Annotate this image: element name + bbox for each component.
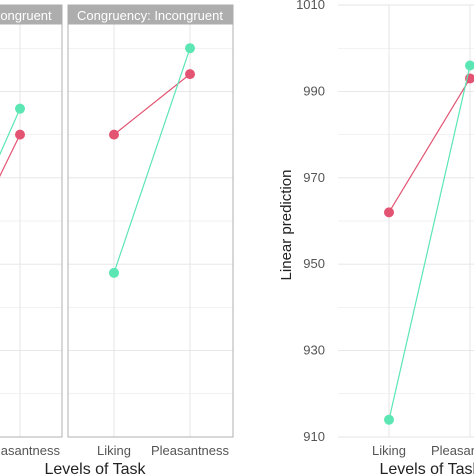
x-tick-label: Liking bbox=[97, 443, 131, 458]
facet-strip bbox=[67, 4, 234, 25]
series-line bbox=[0, 134, 21, 178]
data-point bbox=[185, 43, 195, 54]
data-point bbox=[15, 103, 25, 114]
y-axis-title: Linear prediction bbox=[278, 170, 295, 281]
series-line bbox=[0, 108, 21, 156]
y-tick-label: 910 bbox=[303, 429, 325, 444]
x-tick-label: Liking bbox=[372, 443, 406, 458]
series-line bbox=[113, 48, 191, 274]
data-point bbox=[185, 69, 195, 80]
data-point bbox=[109, 267, 119, 278]
data-point bbox=[465, 60, 474, 71]
series-line bbox=[388, 78, 471, 213]
x-axis-title: Levels of Task bbox=[44, 461, 146, 474]
facet-strip bbox=[0, 4, 63, 25]
data-point bbox=[109, 129, 119, 140]
x-tick-label: Pleasantness bbox=[431, 443, 474, 458]
facet-strip-label: ongruent bbox=[0, 8, 52, 23]
series-line bbox=[388, 65, 471, 420]
y-tick-label: 970 bbox=[303, 170, 325, 185]
x-tick-label: asantness bbox=[1, 443, 61, 458]
y-tick-label: 990 bbox=[303, 83, 325, 98]
data-point bbox=[15, 129, 25, 140]
data-point bbox=[384, 207, 394, 218]
x-axis-title: Levels of Task bbox=[379, 461, 474, 474]
data-point bbox=[384, 414, 394, 425]
facet-strip-label: Congruency: Incongruent bbox=[77, 8, 223, 23]
x-tick-label: Pleasantness bbox=[151, 443, 230, 458]
y-tick-label: 1010 bbox=[296, 0, 325, 12]
y-tick-label: 930 bbox=[303, 343, 325, 358]
y-tick-label: 950 bbox=[303, 256, 325, 271]
